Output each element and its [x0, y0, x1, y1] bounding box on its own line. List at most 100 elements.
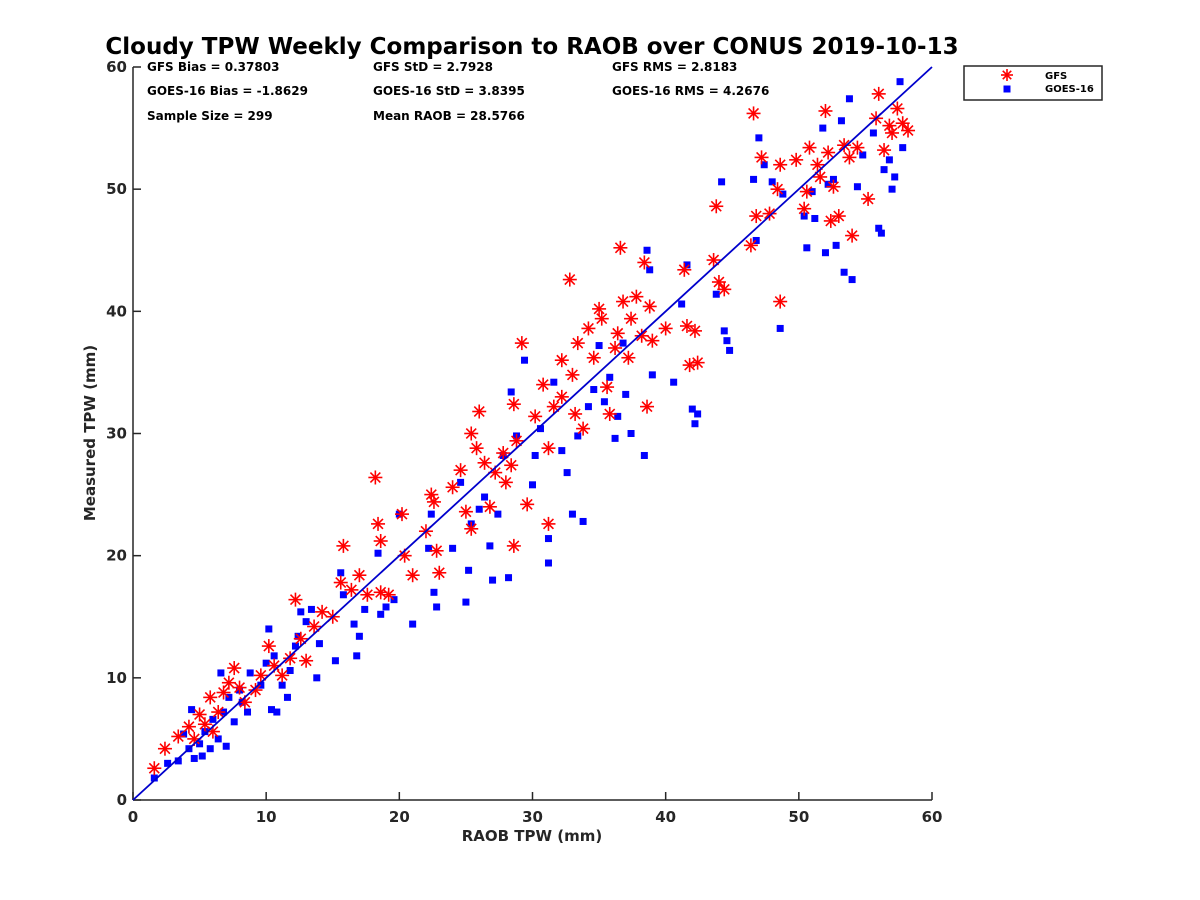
gfs-point	[394, 507, 409, 522]
gfs-point	[711, 275, 726, 290]
x-ticks: 0 10 20 30 40 50 60	[128, 792, 943, 826]
gfs-point	[717, 282, 732, 297]
y-axis-label: Measured TPW (mm)	[81, 345, 99, 521]
gfs-point	[472, 404, 487, 419]
goes-16-point	[768, 178, 776, 186]
gfs-point	[890, 101, 905, 116]
gfs-point	[352, 568, 367, 583]
goes-16-point	[888, 185, 896, 193]
gfs-point	[565, 367, 580, 382]
goes-16-point	[430, 588, 438, 596]
goes-16-point	[150, 774, 158, 782]
goes-16-point	[579, 517, 587, 525]
gfs-point	[506, 397, 521, 412]
goes-16-point	[558, 447, 566, 455]
x-tick-label: 10	[256, 808, 277, 826]
gfs-point	[307, 619, 322, 634]
goes-16-point	[760, 161, 768, 169]
goes-16-point	[350, 620, 358, 628]
gfs-point	[216, 685, 231, 700]
gfs-point	[679, 318, 694, 333]
gfs-point	[315, 604, 330, 619]
gfs-point	[624, 311, 639, 326]
goes-16-point	[531, 451, 539, 459]
goes-16-point	[222, 742, 230, 750]
gfs-point	[360, 587, 375, 602]
gfs-point	[842, 150, 857, 165]
goes-16-point	[475, 505, 483, 513]
x-tick-label: 60	[922, 808, 943, 826]
gfs-point	[546, 399, 561, 414]
goes-16-point	[646, 266, 654, 274]
gfs-point	[608, 340, 623, 355]
gfs-point	[773, 294, 788, 309]
goes-16-point	[723, 337, 731, 345]
gfs-point	[147, 761, 162, 776]
goes-16-point	[648, 371, 656, 379]
x-tick-label: 20	[389, 808, 410, 826]
goes-16-point	[462, 598, 470, 606]
goes-16-point	[678, 300, 686, 308]
gfs-point	[562, 272, 577, 287]
goes-16-point	[595, 342, 603, 350]
goes-16-point	[457, 478, 465, 486]
gfs-point	[826, 179, 841, 194]
x-tick-label: 50	[788, 808, 809, 826]
goes-16-point	[896, 78, 904, 86]
gfs-point	[504, 458, 519, 473]
gfs-point	[770, 182, 785, 197]
legend-square-icon	[1003, 85, 1011, 93]
goes-16-point	[755, 134, 763, 142]
goes-16-point	[302, 618, 310, 626]
goes-16-point	[489, 576, 497, 584]
goes-16-point	[164, 759, 172, 767]
gfs-point	[514, 336, 529, 351]
goes-16-point	[278, 681, 286, 689]
goes-16-point	[891, 173, 899, 181]
stat-sample-size: Sample Size = 299	[147, 109, 273, 123]
goes-16-point	[824, 180, 832, 188]
gfs-point	[837, 138, 852, 153]
gfs-point	[789, 152, 804, 167]
goes-16-point	[614, 412, 622, 420]
gfs-point	[813, 169, 828, 184]
gfs-point	[227, 661, 242, 676]
goes-16-point	[361, 605, 369, 613]
goes-16-point	[196, 740, 204, 748]
gfs-point	[232, 680, 247, 695]
goes-16-point	[853, 183, 861, 191]
goes-16-point	[188, 706, 196, 714]
goes-16-point	[377, 610, 385, 618]
gfs-point	[581, 321, 596, 336]
goes-16-point	[217, 669, 225, 677]
goes-16-point	[427, 510, 435, 518]
gfs-point	[877, 143, 892, 158]
stat-goes-bias: GOES-16 Bias = -1.8629	[147, 84, 308, 98]
goes-16-point	[180, 730, 188, 738]
y-tick-label: 50	[106, 180, 127, 198]
goes-16-point	[544, 559, 552, 567]
goes-16-point	[800, 212, 808, 220]
gfs-point	[275, 668, 290, 683]
goes-16-point	[885, 156, 893, 164]
gfs-point	[203, 690, 218, 705]
gfs-point	[248, 683, 263, 698]
stat-gfs-bias: GFS Bias = 0.37803	[147, 60, 279, 74]
gfs-point	[576, 421, 591, 436]
goes-16-point	[877, 229, 885, 237]
goes-16-point	[821, 249, 829, 257]
gfs-point	[432, 565, 447, 580]
goes-16-point	[353, 652, 361, 660]
gfs-point	[797, 201, 812, 216]
gfs-point	[211, 705, 226, 720]
gfs-point	[333, 575, 348, 590]
goes-16-point	[726, 346, 734, 354]
goes-16-point	[688, 405, 696, 413]
gfs-point	[743, 238, 758, 253]
legend-goes-16-marker	[1003, 85, 1011, 93]
gfs-point	[687, 323, 702, 338]
goes-16-point	[355, 632, 363, 640]
gfs-point	[706, 253, 721, 268]
goes-16-point	[568, 510, 576, 518]
